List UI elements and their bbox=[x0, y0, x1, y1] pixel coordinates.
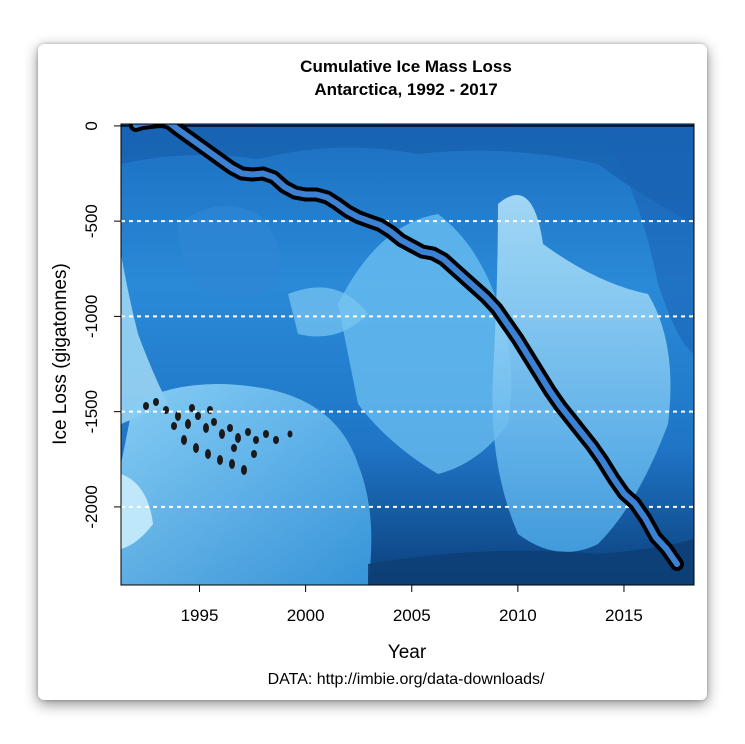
plot-background-photo bbox=[121, 124, 694, 585]
y-tick-label: -500 bbox=[82, 204, 101, 238]
x-tick-label: 2000 bbox=[287, 606, 325, 625]
data-source-note: DATA: http://imbie.org/data-downloads/ bbox=[268, 671, 545, 688]
chart-subtitle: Antarctica, 1992 - 2017 bbox=[314, 80, 497, 99]
chart-title: Cumulative Ice Mass Loss bbox=[300, 57, 512, 76]
chart-card: Cumulative Ice Mass Loss Antarctica, 199… bbox=[38, 44, 707, 700]
series-line bbox=[132, 124, 681, 568]
x-tick-label: 1995 bbox=[181, 606, 219, 625]
y-axis-title: Ice Loss (gigatonnes) bbox=[50, 263, 71, 445]
chart-svg: Cumulative Ice Mass Loss Antarctica, 199… bbox=[50, 57, 695, 688]
x-tick-label: 2005 bbox=[393, 606, 431, 625]
penguins-illustration bbox=[143, 398, 293, 475]
y-tick-label: -1500 bbox=[82, 390, 101, 433]
x-axis-title: Year bbox=[388, 642, 427, 663]
x-tick-label: 2015 bbox=[605, 606, 643, 625]
y-tick-label: 0 bbox=[82, 121, 101, 130]
y-tick-label: -2000 bbox=[82, 485, 101, 528]
series-layer bbox=[128, 124, 685, 572]
axes: 1995 2000 2005 2010 2015 0 -500 -1000 -1500 -2000 bbox=[82, 121, 695, 625]
plot-frame bbox=[120, 123, 695, 586]
y-tick-label: -1000 bbox=[82, 295, 101, 338]
x-tick-label: 2010 bbox=[499, 606, 537, 625]
